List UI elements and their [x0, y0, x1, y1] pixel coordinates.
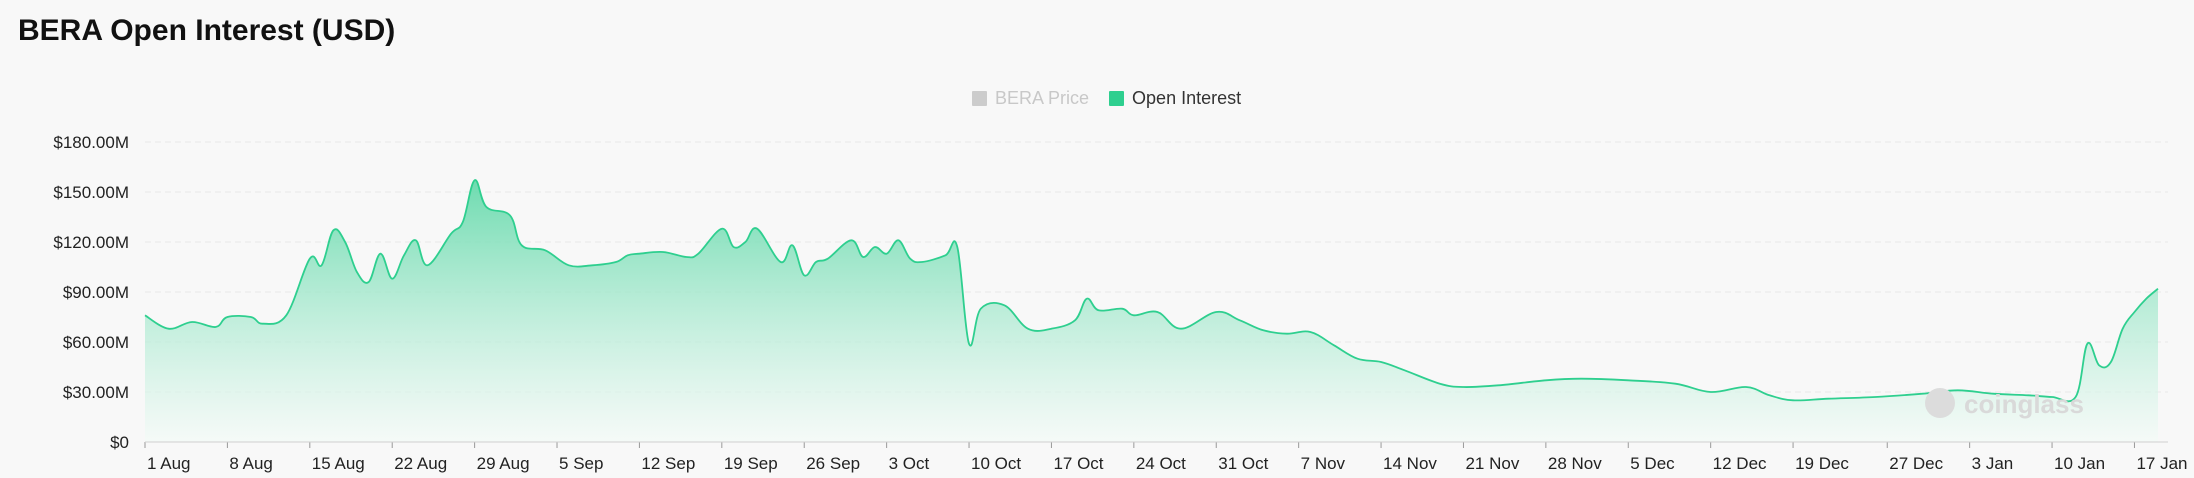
x-tick-label: 19 Sep [724, 454, 778, 473]
x-tick-label: 28 Nov [1548, 454, 1602, 473]
x-tick-label: 15 Aug [312, 454, 365, 473]
x-tick-label: 1 Aug [147, 454, 191, 473]
x-tick-label: 19 Dec [1795, 454, 1849, 473]
legend-item-bera-price[interactable]: BERA Price [972, 88, 1089, 109]
legend-item-open-interest[interactable]: Open Interest [1109, 88, 1241, 109]
y-tick-label: $0 [110, 433, 129, 452]
open-interest-area [145, 180, 2158, 442]
x-tick-label: 22 Aug [394, 454, 447, 473]
x-tick-label: 12 Sep [641, 454, 695, 473]
x-tick-label: 31 Oct [1218, 454, 1268, 473]
legend-label-bera-price: BERA Price [995, 88, 1090, 108]
x-tick-label: 3 Oct [889, 454, 930, 473]
chart-legend: BERA Price Open Interest [972, 88, 1241, 109]
x-tick-label: 5 Dec [1630, 454, 1675, 473]
x-tick-label: 7 Nov [1301, 454, 1346, 473]
legend-swatch-bera-price [972, 91, 987, 106]
y-tick-label: $120.00M [53, 233, 129, 252]
x-tick-label: 10 Jan [2054, 454, 2105, 473]
x-tick-label: 21 Nov [1465, 454, 1519, 473]
x-tick-label: 8 Aug [229, 454, 273, 473]
x-tick-label: 24 Oct [1136, 454, 1186, 473]
coinglass-watermark-icon [1925, 388, 1955, 418]
x-tick-label: 17 Jan [2136, 454, 2187, 473]
x-tick-label: 27 Dec [1889, 454, 1943, 473]
y-tick-label: $90.00M [63, 283, 129, 302]
legend-label-open-interest: Open Interest [1132, 88, 1242, 108]
x-tick-label: 17 Oct [1053, 454, 1103, 473]
x-tick-label: 14 Nov [1383, 454, 1437, 473]
y-tick-label: $30.00M [63, 383, 129, 402]
x-tick-label: 10 Oct [971, 454, 1021, 473]
y-tick-label: $60.00M [63, 333, 129, 352]
x-tick-label: 26 Sep [806, 454, 860, 473]
x-tick-label: 5 Sep [559, 454, 603, 473]
y-tick-label: $180.00M [53, 133, 129, 152]
x-tick-label: 29 Aug [477, 454, 530, 473]
x-tick-label: 12 Dec [1713, 454, 1767, 473]
y-tick-label: $150.00M [53, 183, 129, 202]
open-interest-line [144, 179, 2159, 403]
legend-swatch-open-interest [1109, 91, 1125, 106]
watermark-text: coinglass [1964, 389, 2084, 419]
x-tick-label: 3 Jan [1972, 454, 2014, 473]
chart-title: BERA Open Interest (USD) [18, 14, 396, 47]
